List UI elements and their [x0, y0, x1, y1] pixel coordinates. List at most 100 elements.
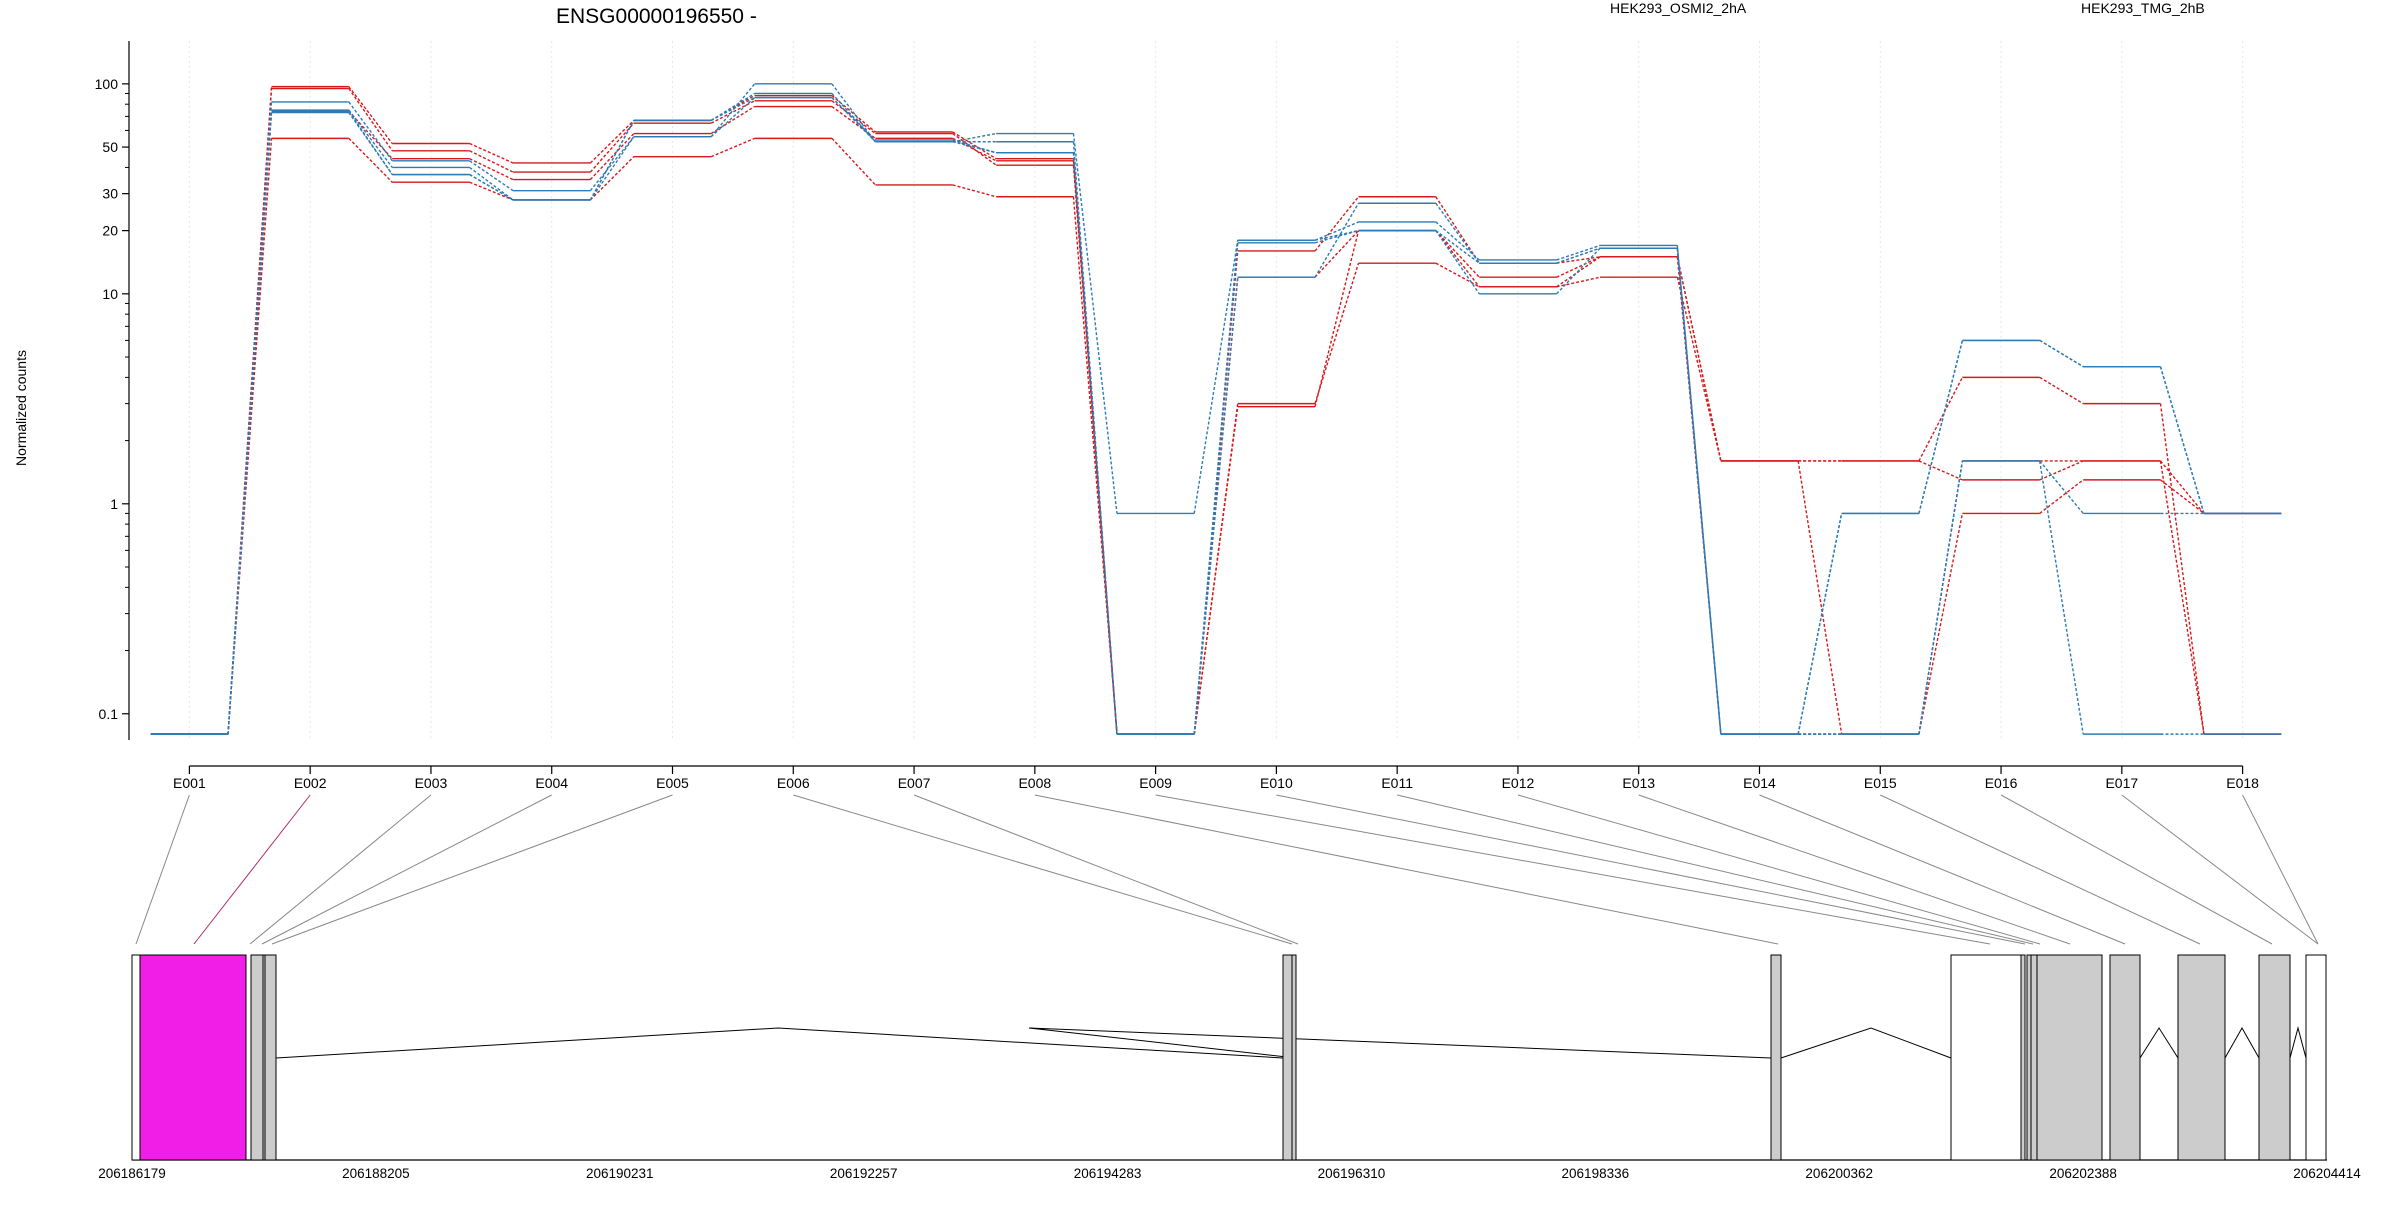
exon-block	[1950, 954, 2022, 1161]
series-lines	[150, 83, 2282, 735]
series-osmi2-3	[150, 105, 2282, 735]
connector-line	[793, 794, 1293, 945]
series-transition	[469, 173, 514, 201]
series-tmg-7	[150, 96, 2282, 735]
x-tick-label-e013: E013	[1622, 775, 1655, 791]
x-tick-label-e009: E009	[1139, 775, 1172, 791]
series-transition	[1314, 262, 1360, 404]
x-tick-label-e018: E018	[2226, 775, 2259, 791]
exon-block	[1770, 954, 1782, 1161]
series-tmg-4	[150, 83, 2282, 735]
series-transition	[348, 86, 393, 144]
chart-title: ENSG00000196550 -	[556, 5, 757, 28]
series-transition	[1918, 377, 1964, 462]
legend-entry-osmi2: HEK293_OSMI2_2hA	[1610, 0, 1747, 16]
x-tick-label-e006: E006	[777, 775, 810, 791]
connector-line	[1276, 794, 2026, 945]
exon-block	[2036, 954, 2103, 1161]
series-transition	[469, 181, 514, 201]
series-transition	[589, 156, 635, 201]
x-tick-label-e007: E007	[898, 775, 931, 791]
series-transition	[2039, 376, 2084, 405]
connector-line	[2242, 794, 2319, 945]
series-transition	[710, 92, 755, 121]
connector-line	[261, 794, 552, 945]
series-transition	[469, 166, 514, 201]
x-tick-label-e012: E012	[1502, 775, 1535, 791]
series-transition	[831, 105, 876, 139]
connector-line	[2000, 794, 2273, 945]
coordinate-label: 206204414	[2293, 1166, 2361, 1181]
coordinate-label: 206194283	[1074, 1166, 1142, 1181]
series-transition	[348, 137, 393, 183]
series-transition	[1314, 229, 1359, 244]
series-transition	[1314, 229, 1359, 241]
connector-line	[271, 794, 673, 945]
x-tick-label-e015: E015	[1864, 775, 1897, 791]
exon-block	[2020, 954, 2026, 1161]
coordinate-label: 206192257	[830, 1166, 898, 1181]
series-transition	[1918, 460, 1964, 735]
series-transition	[1556, 247, 1601, 295]
series-transition	[348, 112, 393, 175]
series-transition	[1676, 277, 1722, 462]
intron-line	[2289, 1026, 2307, 1059]
exon-block	[2177, 954, 2226, 1161]
series-transition	[469, 158, 514, 181]
series-transition	[589, 136, 635, 192]
series-transition	[2160, 479, 2205, 514]
series-transition	[831, 94, 876, 133]
series-transition	[1314, 202, 1360, 278]
series-transition	[1435, 230, 1480, 264]
series-transition	[1435, 230, 1480, 278]
series-transition	[1556, 256, 1601, 264]
connector-line	[2121, 794, 2319, 945]
series-transition	[952, 132, 997, 166]
series-transition	[2159, 460, 2205, 735]
series-transition	[469, 150, 514, 173]
coordinate-label: 206202388	[2049, 1166, 2117, 1181]
series-transition	[1918, 340, 1964, 514]
series-transition	[1556, 244, 1601, 261]
x-tick-label-e001: E001	[173, 775, 206, 791]
series-transition	[831, 137, 876, 186]
x-tick-label-e008: E008	[1018, 775, 1051, 791]
series-transition	[710, 83, 756, 138]
series-transition	[348, 109, 393, 168]
connector-line	[1638, 794, 2071, 945]
connector-line	[1155, 794, 1991, 945]
y-tick-label: 50	[102, 139, 118, 155]
intron-line	[1780, 1027, 1952, 1059]
series-transition	[1435, 202, 1480, 264]
series-transition	[831, 97, 876, 143]
exon-block	[250, 954, 264, 1161]
series-transition	[1314, 230, 1360, 278]
series-transition	[227, 111, 273, 735]
series-transition	[710, 94, 755, 121]
y-tick-label: 20	[102, 223, 118, 239]
coordinate-label: 206190231	[586, 1166, 654, 1181]
series-transition	[469, 142, 514, 164]
series-transition	[348, 101, 393, 162]
series-osmi2-2	[150, 137, 2282, 735]
series-transition	[952, 132, 997, 143]
connector-line	[1517, 794, 2041, 945]
y-tick-label: 1	[110, 496, 118, 512]
series-transition	[1556, 247, 1601, 264]
coordinate-label: 206198336	[1562, 1166, 1630, 1181]
series-transition	[710, 100, 755, 124]
series-transition	[1918, 513, 1964, 735]
series-transition	[710, 96, 755, 121]
series-transition	[227, 138, 273, 735]
series-transition	[1072, 133, 1118, 514]
series-transition	[710, 137, 755, 158]
connector-line	[249, 794, 432, 945]
connector-line	[1397, 794, 2034, 945]
series-transition	[589, 120, 635, 201]
x-tick-label-e010: E010	[1260, 775, 1293, 791]
axes: 0.1 1 10 20 30 50 100 E001 E002 E003 E004 E005 E006 E…	[95, 41, 2259, 791]
series-transition	[1676, 256, 1722, 462]
series-transition	[1193, 406, 1239, 735]
series-transition	[831, 92, 876, 143]
